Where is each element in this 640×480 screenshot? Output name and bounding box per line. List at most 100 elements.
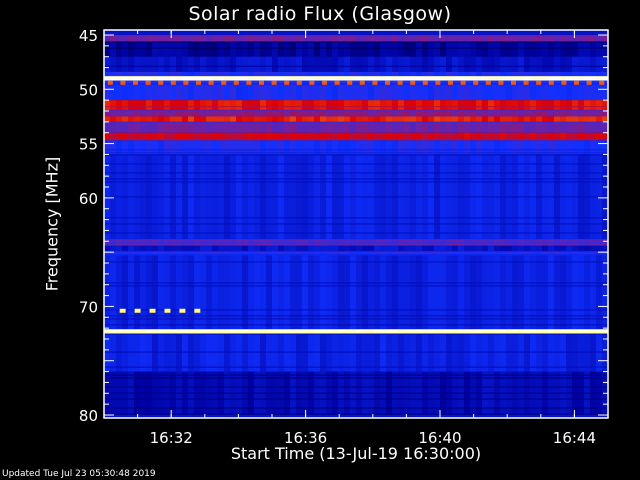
band-cell: [140, 35, 146, 42]
band-cell: [212, 132, 218, 141]
band-cell: [224, 80, 230, 87]
band-cell: [392, 132, 398, 141]
band-cell: [152, 245, 158, 252]
band-cell: [416, 100, 422, 110]
band-cell: [494, 86, 500, 101]
band-cell: [344, 100, 350, 110]
band-cell: [290, 140, 296, 155]
interference-dot: [164, 308, 171, 313]
band-cell: [464, 245, 470, 252]
band-cell: [536, 35, 542, 42]
band-cell: [236, 41, 242, 57]
band-cell: [248, 76, 254, 81]
band-cell: [278, 116, 284, 122]
band-cell: [470, 121, 476, 133]
band-cell: [218, 109, 224, 117]
band-cell: [560, 329, 566, 334]
band-cell: [584, 76, 590, 81]
spectrogram-band: [104, 239, 608, 247]
band-cell: [350, 251, 356, 256]
interference-dot: [510, 80, 517, 85]
band-cell: [278, 86, 284, 101]
band-cell: [566, 109, 572, 117]
band-cell: [602, 255, 608, 330]
band-cell: [398, 41, 404, 57]
band-cell: [206, 245, 212, 252]
band-streak: [104, 333, 608, 335]
band-cell: [212, 109, 218, 117]
band-cell: [578, 140, 584, 155]
band-cell: [188, 251, 194, 256]
band-cell: [314, 86, 320, 101]
band-cell: [338, 245, 344, 252]
band-cell: [338, 140, 344, 155]
band-cell: [344, 71, 350, 77]
band-cell: [308, 121, 314, 133]
band-cell: [452, 329, 458, 334]
band-cell: [206, 251, 212, 256]
band-cell: [230, 71, 236, 77]
band-cell: [470, 71, 476, 77]
band-cell: [488, 71, 494, 77]
band-cell: [248, 86, 254, 101]
band-cell: [344, 35, 350, 42]
band-cell: [200, 132, 206, 141]
band-cell: [242, 56, 248, 72]
band-cell: [482, 245, 488, 252]
band-cell: [530, 121, 536, 133]
band-cell: [224, 71, 230, 77]
band-cell: [428, 251, 434, 256]
band-cell: [164, 109, 170, 117]
band-cell: [410, 35, 416, 42]
band-cell: [530, 329, 536, 334]
band-cell: [104, 80, 110, 87]
band-cell: [572, 245, 578, 252]
band-cell: [170, 41, 176, 57]
band-cell: [464, 109, 470, 117]
band-cell: [326, 56, 332, 72]
band-cell: [494, 121, 500, 133]
band-cell: [530, 80, 536, 87]
band-cell: [254, 255, 260, 330]
band-cell: [554, 251, 560, 256]
band-cell: [434, 76, 440, 81]
band-cell: [176, 86, 182, 101]
band-cell: [584, 121, 590, 133]
band-cell: [530, 35, 536, 42]
y-axis-label: Frequency [MHz]: [42, 156, 62, 292]
band-cell: [248, 251, 254, 256]
spectrogram-band: [104, 132, 608, 141]
band-cell: [566, 41, 572, 57]
band-cell: [368, 245, 374, 252]
band-cell: [188, 76, 194, 81]
band-cell: [392, 71, 398, 77]
band-cell: [284, 251, 290, 256]
band-cell: [440, 121, 446, 133]
band-cell: [188, 35, 194, 42]
band-cell: [374, 56, 380, 72]
band-cell: [290, 329, 296, 334]
band-cell: [434, 251, 440, 256]
band-cell: [302, 41, 308, 57]
band-cell: [572, 132, 578, 141]
band-cell: [338, 121, 344, 133]
band-cell: [290, 251, 296, 256]
band-cell: [272, 76, 278, 81]
band-cell: [260, 41, 266, 57]
band-cell: [374, 329, 380, 334]
band-cell: [260, 100, 266, 110]
band-cell: [176, 41, 182, 57]
band-cell: [200, 35, 206, 42]
band-cell: [416, 245, 422, 252]
band-cell: [368, 109, 374, 117]
band-cell: [512, 132, 518, 141]
band-cell: [134, 35, 140, 42]
band-cell: [392, 109, 398, 117]
band-cell: [500, 121, 506, 133]
band-cell: [302, 86, 308, 101]
interference-dot: [523, 80, 529, 85]
band-cell: [260, 132, 266, 141]
band-cell: [242, 71, 248, 77]
band-cell: [410, 116, 416, 122]
band-cell: [524, 251, 530, 256]
